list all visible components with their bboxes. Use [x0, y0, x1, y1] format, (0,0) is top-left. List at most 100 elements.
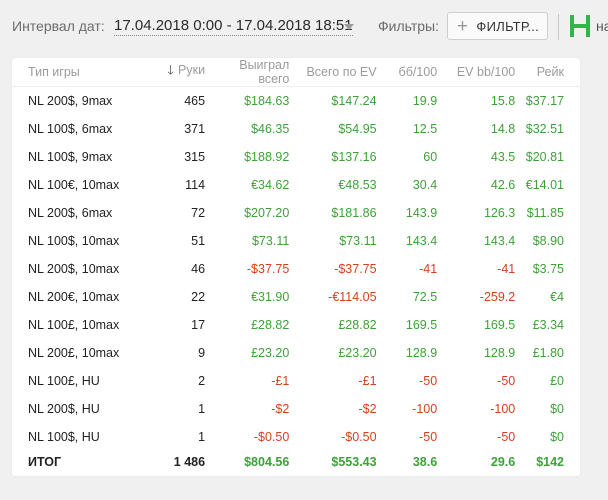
- cell-ev-total: £23.20: [338, 346, 377, 360]
- column-header-rake[interactable]: Рейк: [515, 58, 580, 87]
- sort-down-icon: 🡓: [167, 62, 175, 77]
- cell-game-type: NL 200$, 9max: [28, 94, 113, 108]
- date-range-label: Интервал дат:: [12, 18, 105, 34]
- cell-rake: $3.75: [532, 262, 564, 276]
- cell-ev-bb100: 126.3: [483, 206, 516, 220]
- cell-game-type: ИТОГ: [28, 455, 62, 469]
- table-row: NL 100$, 9max 315 $188.92 $137.16 60 43.5 $20.…: [12, 143, 580, 171]
- cell-bb100: 60: [423, 150, 438, 164]
- table-row: NL 200£, 10max 9 £23.20 £23.20 128.9 128.9 £1.…: [12, 339, 580, 367]
- add-filter-button[interactable]: + ФИЛЬТР...: [447, 12, 548, 40]
- cell-rake: $37.17: [525, 94, 564, 108]
- column-header-ev-bb100[interactable]: EV bb/100: [437, 58, 516, 87]
- cell-hands: 1 486: [173, 455, 206, 469]
- cell-hands: 114: [185, 178, 206, 192]
- toolbar-divider: [558, 14, 559, 40]
- cell-rake: $32.51: [525, 122, 564, 136]
- cell-game-type: NL 200€, 10max: [28, 290, 120, 304]
- cell-hands: 9: [198, 346, 206, 360]
- cell-bb100: 143.9: [405, 206, 438, 220]
- table-row: NL 200$, HU 1 -$2 -$2 -100 -100 $0: [12, 395, 580, 423]
- cell-won-total: $188.92: [244, 150, 290, 164]
- cell-ev-bb100: 29.6: [490, 455, 516, 469]
- cell-hands: 315: [184, 150, 206, 164]
- table-row: NL 100£, HU 2 -£1 -£1 -50 -50 £0: [12, 367, 580, 395]
- column-header-hands-label: Руки: [178, 63, 206, 77]
- cell-ev-total: -$2: [358, 402, 377, 416]
- cell-rake: €4: [550, 290, 564, 304]
- cell-ev-total: €48.53: [338, 178, 377, 192]
- cell-hands: 2: [198, 374, 206, 388]
- cell-game-type: NL 100£, HU: [28, 374, 100, 388]
- table-total-row: ИТОГ 1 486 $804.56 $553.43 38.6 29.6 $142: [12, 451, 580, 473]
- cell-ev-total: -$0.50: [341, 430, 377, 444]
- cell-hands: 465: [184, 94, 206, 108]
- cell-ev-total: $181.86: [331, 206, 377, 220]
- cell-won-total: -$2: [271, 402, 290, 416]
- table-header-row: Тип игры 🡓 Руки Выиграл всего Всего по EV…: [12, 58, 580, 87]
- toolbar: Интервал дат: 17.04.2018 0:00 - 17.04.20…: [0, 0, 608, 54]
- cell-bb100: 72.5: [412, 290, 438, 304]
- cell-rake: £0: [550, 374, 564, 388]
- cell-game-type: NL 200$, 6max: [28, 206, 113, 220]
- cell-ev-total: $137.16: [331, 150, 377, 164]
- cell-game-type: NL 100$, 6max: [28, 122, 113, 136]
- cell-ev-bb100: 14.8: [490, 122, 516, 136]
- cell-bb100: 169.5: [405, 318, 438, 332]
- cell-won-total: -$37.75: [246, 262, 290, 276]
- cell-bb100: 143.4: [405, 234, 438, 248]
- cell-ev-bb100: 42.6: [490, 178, 516, 192]
- cell-ev-bb100: 43.5: [490, 150, 516, 164]
- game-type-stats-table: Тип игры 🡓 Руки Выиграл всего Всего по EV…: [12, 58, 580, 473]
- table-row: NL 100$, 10max 51 $73.11 $73.11 143.4 143.4 $8…: [12, 227, 580, 255]
- table-row: NL 100$, HU 1 -$0.50 -$0.50 -50 -50 $0: [12, 423, 580, 451]
- column-header-ev-total[interactable]: Всего по EV: [289, 58, 377, 87]
- cell-ev-total: $73.11: [339, 234, 377, 248]
- cell-bb100: -41: [419, 262, 438, 276]
- column-header-hands[interactable]: 🡓 Руки: [166, 58, 206, 87]
- cell-rake: $0: [550, 430, 564, 444]
- cell-rake: £1.80: [532, 346, 564, 360]
- cell-ev-bb100: -50: [497, 374, 516, 388]
- cell-ev-bb100: 143.4: [483, 234, 516, 248]
- cell-bb100: 19.9: [412, 94, 438, 108]
- cell-hands: 1: [198, 430, 206, 444]
- cell-ev-bb100: -41: [497, 262, 516, 276]
- cell-game-type: NL 100$, 9max: [28, 150, 113, 164]
- date-range-picker[interactable]: 17.04.2018 0:00 - 17.04.2018 18:51: [114, 17, 353, 36]
- cell-bb100: 38.6: [412, 455, 438, 469]
- cell-won-total: €34.62: [251, 178, 290, 192]
- cell-won-total: $804.56: [244, 455, 290, 469]
- cell-bb100: -50: [419, 374, 438, 388]
- cell-won-total: £23.20: [251, 346, 290, 360]
- cell-hands: 371: [184, 122, 206, 136]
- cell-ev-bb100: 128.9: [483, 346, 516, 360]
- cell-ev-bb100: -100: [490, 402, 516, 416]
- cell-ev-bb100: 15.8: [490, 94, 516, 108]
- brand-link[interactable]: на: [596, 18, 608, 34]
- cell-hands: 22: [191, 290, 206, 304]
- chevron-down-icon[interactable]: [344, 24, 354, 30]
- cell-hands: 51: [191, 234, 206, 248]
- cell-game-type: NL 200$, HU: [28, 402, 100, 416]
- cell-bb100: 12.5: [412, 122, 438, 136]
- cell-ev-total: $553.43: [331, 455, 377, 469]
- filters-label: Фильтры:: [378, 18, 439, 34]
- column-header-bb100[interactable]: бб/100: [376, 58, 438, 87]
- cell-rake: £3.34: [532, 318, 564, 332]
- cell-hands: 17: [191, 318, 206, 332]
- table-row: NL 100$, 6max 371 $46.35 $54.95 12.5 14.8 $32.…: [12, 115, 580, 143]
- cell-ev-total: -$37.75: [334, 262, 377, 276]
- cell-ev-total: $54.95: [338, 122, 377, 136]
- column-header-game-type[interactable]: Тип игры: [12, 58, 167, 87]
- cell-won-total: $184.63: [244, 94, 290, 108]
- cell-won-total: £28.82: [251, 318, 290, 332]
- cell-bb100: 128.9: [405, 346, 438, 360]
- brand-logo-icon[interactable]: [569, 15, 591, 37]
- cell-hands: 1: [198, 402, 206, 416]
- cell-ev-total: $147.24: [331, 94, 377, 108]
- cell-hands: 46: [191, 262, 206, 276]
- column-header-won-total[interactable]: Выиграл всего: [205, 58, 290, 87]
- cell-bb100: -100: [412, 402, 438, 416]
- cell-won-total: -£1: [271, 374, 290, 388]
